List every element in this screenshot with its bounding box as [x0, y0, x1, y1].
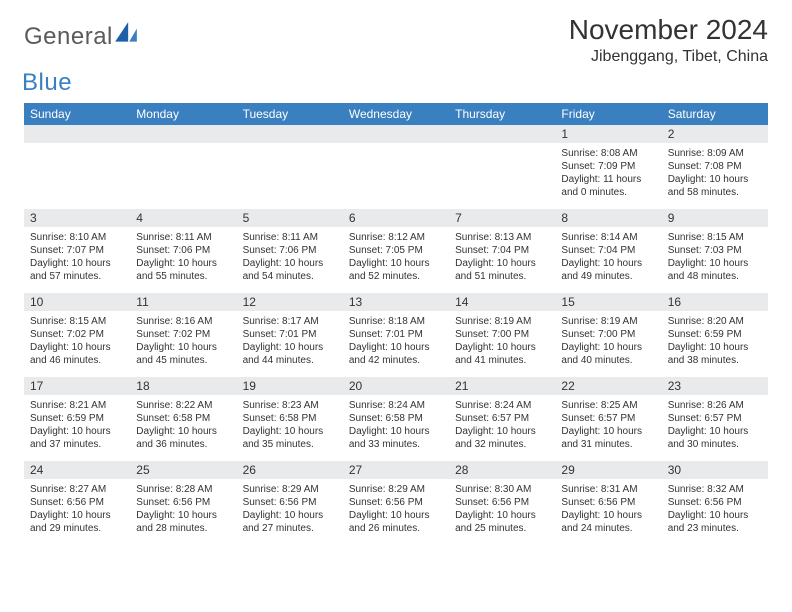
day-number-cell: 11 [130, 293, 236, 311]
day-info-cell: Sunrise: 8:14 AMSunset: 7:04 PMDaylight:… [555, 227, 661, 293]
day-info-cell: Sunrise: 8:13 AMSunset: 7:04 PMDaylight:… [449, 227, 555, 293]
day-number-cell: 14 [449, 293, 555, 311]
page-title: November 2024 [569, 14, 768, 46]
day-number-cell: 30 [662, 461, 768, 479]
day-number-cell: 13 [343, 293, 449, 311]
day-info-cell [237, 143, 343, 209]
calendar-table: SundayMondayTuesdayWednesdayThursdayFrid… [24, 103, 768, 545]
title-block: November 2024 Jibenggang, Tibet, China [569, 14, 768, 66]
day-info-cell: Sunrise: 8:30 AMSunset: 6:56 PMDaylight:… [449, 479, 555, 545]
calendar-page: General Blue November 2024 Jibenggang, T… [0, 0, 792, 612]
day-number-cell: 9 [662, 209, 768, 227]
day-header-row: SundayMondayTuesdayWednesdayThursdayFrid… [24, 103, 768, 125]
day-number-cell: 3 [24, 209, 130, 227]
day-number-cell: 23 [662, 377, 768, 395]
daynum-row: 10111213141516 [24, 293, 768, 311]
brand-part2: Blue [22, 69, 139, 97]
day-info-cell: Sunrise: 8:20 AMSunset: 6:59 PMDaylight:… [662, 311, 768, 377]
day-info-cell: Sunrise: 8:18 AMSunset: 7:01 PMDaylight:… [343, 311, 449, 377]
day-number-cell [237, 125, 343, 143]
daynum-row: 24252627282930 [24, 461, 768, 479]
day-header: Monday [130, 103, 236, 125]
day-info-cell: Sunrise: 8:17 AMSunset: 7:01 PMDaylight:… [237, 311, 343, 377]
day-info-cell: Sunrise: 8:24 AMSunset: 6:57 PMDaylight:… [449, 395, 555, 461]
day-header: Thursday [449, 103, 555, 125]
day-info-cell: Sunrise: 8:10 AMSunset: 7:07 PMDaylight:… [24, 227, 130, 293]
day-info-cell: Sunrise: 8:21 AMSunset: 6:59 PMDaylight:… [24, 395, 130, 461]
day-header: Saturday [662, 103, 768, 125]
day-number-cell: 6 [343, 209, 449, 227]
day-number-cell [343, 125, 449, 143]
day-info-cell [130, 143, 236, 209]
day-info-cell: Sunrise: 8:27 AMSunset: 6:56 PMDaylight:… [24, 479, 130, 545]
day-header: Wednesday [343, 103, 449, 125]
day-number-cell [449, 125, 555, 143]
day-info-cell: Sunrise: 8:28 AMSunset: 6:56 PMDaylight:… [130, 479, 236, 545]
day-number-cell: 22 [555, 377, 661, 395]
brand-text: General Blue [24, 20, 139, 97]
day-number-cell [24, 125, 130, 143]
day-number-cell: 28 [449, 461, 555, 479]
day-info-cell: Sunrise: 8:08 AMSunset: 7:09 PMDaylight:… [555, 143, 661, 209]
day-info-cell [343, 143, 449, 209]
day-number-cell: 17 [24, 377, 130, 395]
day-number-cell: 4 [130, 209, 236, 227]
daynum-row: 12 [24, 125, 768, 143]
day-info-cell: Sunrise: 8:31 AMSunset: 6:56 PMDaylight:… [555, 479, 661, 545]
day-info-cell: Sunrise: 8:11 AMSunset: 7:06 PMDaylight:… [130, 227, 236, 293]
day-info-cell: Sunrise: 8:19 AMSunset: 7:00 PMDaylight:… [555, 311, 661, 377]
sail-icon [113, 20, 139, 46]
day-number-cell: 26 [237, 461, 343, 479]
daynum-row: 17181920212223 [24, 377, 768, 395]
info-row: Sunrise: 8:15 AMSunset: 7:02 PMDaylight:… [24, 311, 768, 377]
day-number-cell: 2 [662, 125, 768, 143]
daynum-row: 3456789 [24, 209, 768, 227]
day-number-cell: 7 [449, 209, 555, 227]
day-header: Friday [555, 103, 661, 125]
day-info-cell: Sunrise: 8:12 AMSunset: 7:05 PMDaylight:… [343, 227, 449, 293]
day-info-cell: Sunrise: 8:15 AMSunset: 7:02 PMDaylight:… [24, 311, 130, 377]
header: General Blue November 2024 Jibenggang, T… [24, 14, 768, 97]
day-info-cell: Sunrise: 8:24 AMSunset: 6:58 PMDaylight:… [343, 395, 449, 461]
day-number-cell: 5 [237, 209, 343, 227]
day-header: Tuesday [237, 103, 343, 125]
day-number-cell: 15 [555, 293, 661, 311]
day-info-cell: Sunrise: 8:22 AMSunset: 6:58 PMDaylight:… [130, 395, 236, 461]
day-info-cell: Sunrise: 8:29 AMSunset: 6:56 PMDaylight:… [343, 479, 449, 545]
day-number-cell: 18 [130, 377, 236, 395]
day-number-cell: 24 [24, 461, 130, 479]
day-number-cell: 10 [24, 293, 130, 311]
info-row: Sunrise: 8:27 AMSunset: 6:56 PMDaylight:… [24, 479, 768, 545]
day-info-cell: Sunrise: 8:11 AMSunset: 7:06 PMDaylight:… [237, 227, 343, 293]
day-info-cell: Sunrise: 8:23 AMSunset: 6:58 PMDaylight:… [237, 395, 343, 461]
day-header: Sunday [24, 103, 130, 125]
brand-part1: General [24, 23, 113, 50]
day-info-cell: Sunrise: 8:32 AMSunset: 6:56 PMDaylight:… [662, 479, 768, 545]
day-info-cell: Sunrise: 8:15 AMSunset: 7:03 PMDaylight:… [662, 227, 768, 293]
day-number-cell: 16 [662, 293, 768, 311]
day-number-cell: 8 [555, 209, 661, 227]
day-number-cell [130, 125, 236, 143]
day-number-cell: 27 [343, 461, 449, 479]
day-number-cell: 19 [237, 377, 343, 395]
day-info-cell: Sunrise: 8:19 AMSunset: 7:00 PMDaylight:… [449, 311, 555, 377]
day-info-cell: Sunrise: 8:26 AMSunset: 6:57 PMDaylight:… [662, 395, 768, 461]
info-row: Sunrise: 8:21 AMSunset: 6:59 PMDaylight:… [24, 395, 768, 461]
info-row: Sunrise: 8:10 AMSunset: 7:07 PMDaylight:… [24, 227, 768, 293]
day-number-cell: 20 [343, 377, 449, 395]
location-subtitle: Jibenggang, Tibet, China [569, 48, 768, 66]
day-info-cell: Sunrise: 8:29 AMSunset: 6:56 PMDaylight:… [237, 479, 343, 545]
day-info-cell: Sunrise: 8:09 AMSunset: 7:08 PMDaylight:… [662, 143, 768, 209]
info-row: Sunrise: 8:08 AMSunset: 7:09 PMDaylight:… [24, 143, 768, 209]
day-info-cell: Sunrise: 8:25 AMSunset: 6:57 PMDaylight:… [555, 395, 661, 461]
day-info-cell [449, 143, 555, 209]
day-info-cell [24, 143, 130, 209]
day-number-cell: 1 [555, 125, 661, 143]
brand-logo: General Blue [24, 20, 139, 97]
day-info-cell: Sunrise: 8:16 AMSunset: 7:02 PMDaylight:… [130, 311, 236, 377]
day-number-cell: 29 [555, 461, 661, 479]
day-number-cell: 21 [449, 377, 555, 395]
day-number-cell: 25 [130, 461, 236, 479]
day-number-cell: 12 [237, 293, 343, 311]
